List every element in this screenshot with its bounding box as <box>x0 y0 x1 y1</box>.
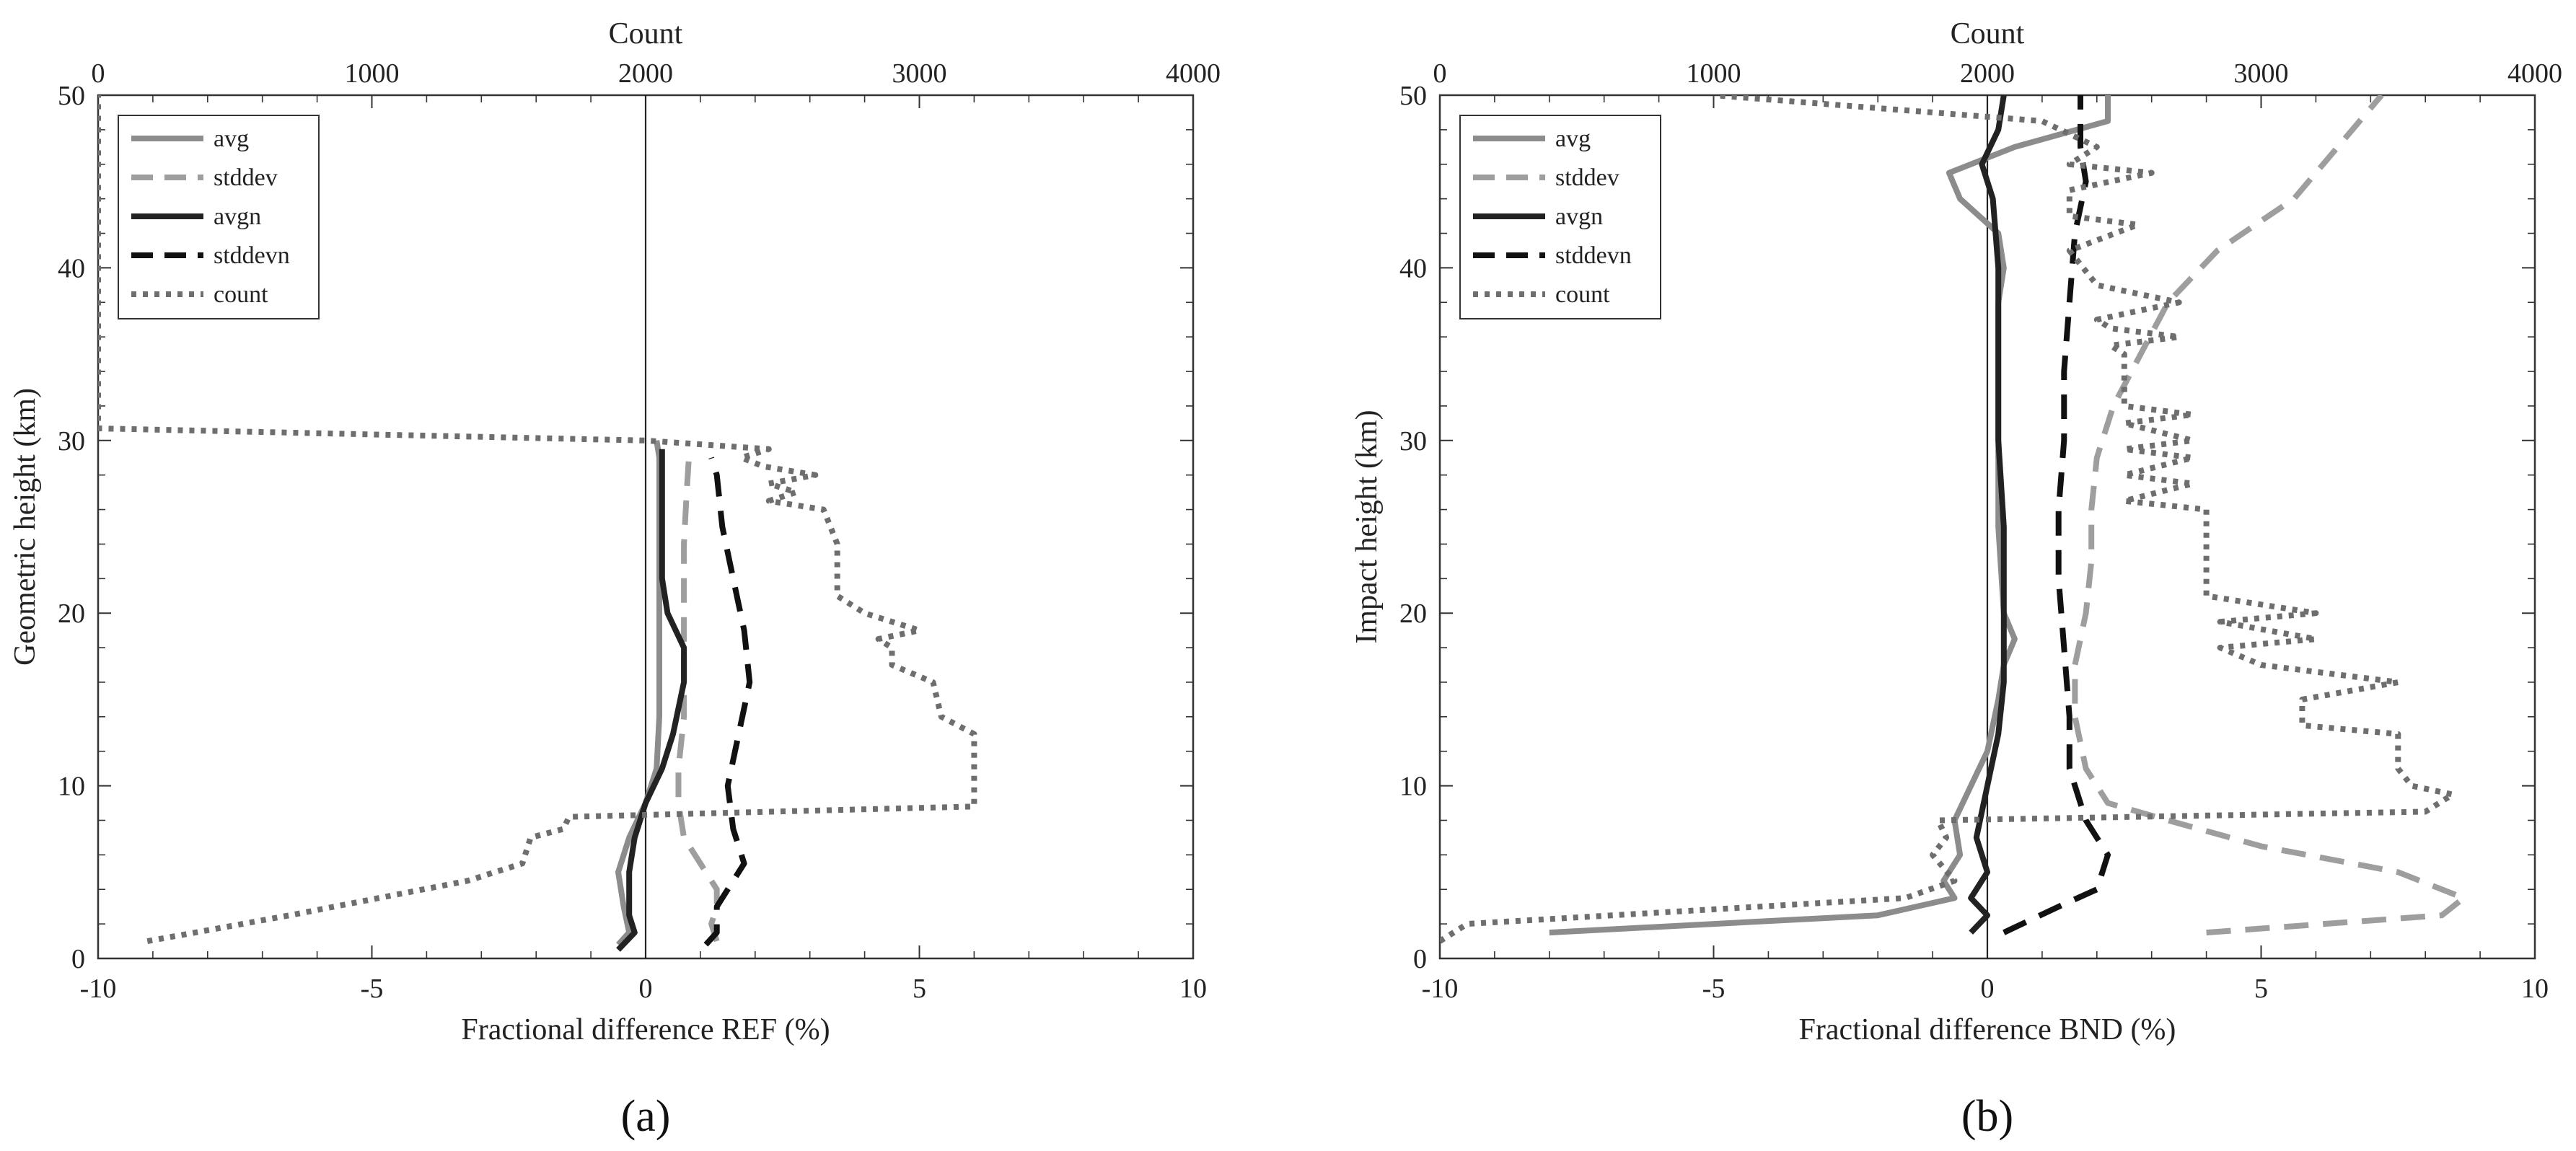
x-tick-label: -10 <box>80 974 117 1004</box>
top-x-tick-label: 4000 <box>2507 58 2562 89</box>
series-line-stddev <box>2072 95 2467 936</box>
x-tick-label: -5 <box>361 974 384 1004</box>
legend-label-stddevn: stddevn <box>1555 242 1632 269</box>
top-x-tick-label: 1000 <box>345 58 400 89</box>
series-line-stddevn <box>703 457 753 947</box>
series-line-count <box>1440 95 2456 944</box>
x-tick-label: 0 <box>1981 974 1995 1004</box>
top-x-tick-label: 1000 <box>1687 58 1741 89</box>
chart-panel-2: -10 -5 0 5 10 0 1000 2000 3000 4000 0 10 20 30 40 50 avg… <box>1350 17 2562 1141</box>
top-x-tick-label: 3000 <box>2234 58 2289 89</box>
y-tick-label: 20 <box>1399 599 1427 629</box>
top-x-tick-label: 3000 <box>892 58 947 89</box>
top-x-tick-label: 0 <box>92 58 105 89</box>
top-x-tick-label: 4000 <box>1166 58 1221 89</box>
legend-label-avgn: avgn <box>214 203 261 230</box>
panel-label: (a) <box>621 1092 671 1141</box>
series-line-stddev <box>675 449 720 943</box>
x-axis-title: Fractional difference REF (%) <box>461 1013 830 1046</box>
legend-label-count: count <box>214 281 268 308</box>
y-axis-title: Impact height (km) <box>1350 410 1384 643</box>
legend-label-avg: avg <box>1555 125 1591 152</box>
panel-label: (b) <box>1961 1092 2013 1141</box>
series-line-avgn <box>616 449 687 952</box>
y-axis-title: Geometric height (km) <box>9 388 42 666</box>
x-tick-label: -10 <box>1422 974 1459 1004</box>
y-tick-label: 0 <box>1413 944 1427 974</box>
legend-label-stddev: stddev <box>1555 164 1619 191</box>
top-x-axis-title: Count <box>609 17 683 50</box>
x-tick-label: 0 <box>639 974 653 1004</box>
y-tick-label: 50 <box>1399 81 1427 111</box>
y-tick-label: 40 <box>1399 253 1427 283</box>
x-tick-label: -5 <box>1702 974 1726 1004</box>
x-tick-label: 5 <box>2254 974 2268 1004</box>
legend-label-avg: avg <box>214 125 249 152</box>
y-tick-label: 30 <box>1399 426 1427 457</box>
y-tick-label: 50 <box>58 81 85 111</box>
top-x-tick-label: 2000 <box>1960 58 2015 89</box>
top-x-tick-label: 0 <box>1433 58 1447 89</box>
y-tick-label: 10 <box>1399 772 1427 802</box>
top-x-axis-title: Count <box>1951 17 2025 50</box>
series-line-avg <box>615 440 662 947</box>
y-tick-label: 40 <box>58 253 85 283</box>
legend-label-count: count <box>1555 281 1610 308</box>
y-tick-label: 10 <box>58 772 85 802</box>
top-x-tick-label: 2000 <box>618 58 673 89</box>
legend-label-stddev: stddev <box>214 164 278 191</box>
chart-panel-1: -10 -5 0 5 10 0 1000 2000 3000 4000 0 10 20 30 40 50 avg… <box>9 17 1221 1141</box>
y-tick-label: 0 <box>71 944 85 974</box>
legend-label-avgn: avgn <box>1555 203 1603 230</box>
x-tick-label: 10 <box>1179 974 1207 1004</box>
x-axis-title: Fractional difference BND (%) <box>1799 1013 2176 1046</box>
y-tick-label: 20 <box>58 599 85 629</box>
x-tick-label: 5 <box>913 974 926 1004</box>
y-tick-label: 30 <box>58 426 85 457</box>
x-tick-label: 10 <box>2521 974 2549 1004</box>
series-line-avgn <box>1968 95 2007 935</box>
legend-label-stddevn: stddevn <box>214 242 290 269</box>
series-line-stddevn <box>2003 95 2111 935</box>
